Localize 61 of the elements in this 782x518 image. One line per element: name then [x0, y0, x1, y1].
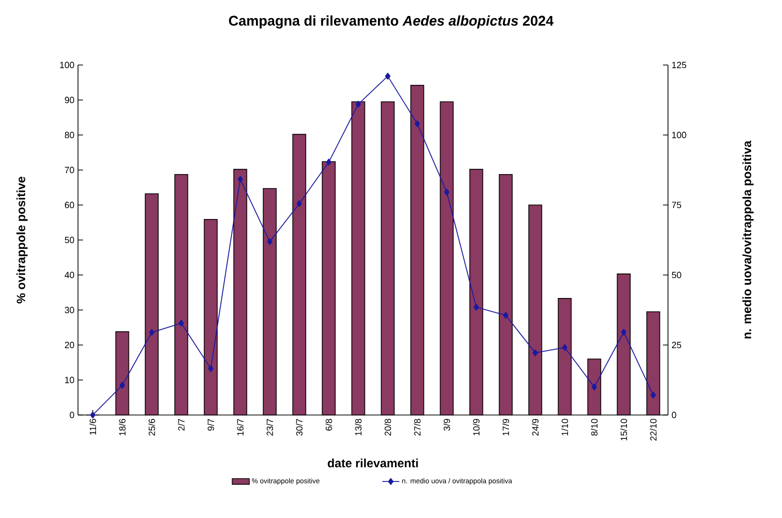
point — [356, 100, 361, 108]
point — [474, 304, 479, 311]
point — [296, 200, 302, 208]
x-tick-label: 20/8 — [384, 418, 392, 436]
x-tick-label: 17/9 — [502, 418, 510, 436]
chart-title: Campagna di rilevamento Aedes albopictus 2024 — [228, 15, 554, 29]
point — [650, 392, 656, 399]
point — [178, 320, 184, 327]
y2-tick-label: 0 — [672, 412, 676, 418]
x-tick-label: 16/7 — [236, 418, 244, 436]
x-tick-label: 24/9 — [532, 418, 539, 436]
x-tick-label: 1/10 — [561, 418, 568, 436]
y-tick-label: 70 — [64, 166, 74, 174]
x-tick-label: 27/8 — [414, 418, 421, 436]
x-tick-label: 22/10 — [650, 418, 657, 441]
point — [592, 384, 597, 390]
x-tick-label: 11/6 — [89, 418, 96, 435]
y-tick-label: 50 — [64, 236, 74, 244]
point — [149, 328, 154, 336]
x-axis-title: date rilevamenti — [328, 458, 418, 468]
x-tick-label: 13/8 — [354, 418, 362, 436]
point — [90, 412, 96, 418]
point — [267, 238, 272, 246]
point — [385, 72, 390, 80]
point — [562, 344, 568, 351]
point — [238, 176, 243, 183]
x-tick-label: 18/6 — [118, 418, 126, 436]
point — [326, 158, 332, 166]
y2-tick-label: 100 — [672, 132, 686, 138]
y-tick-label: 100 — [60, 62, 74, 68]
y2-tick-label: 75 — [672, 202, 682, 208]
x-tick-label: 30/7 — [296, 418, 303, 436]
y-tick-label: 30 — [64, 306, 74, 314]
y-tick-label: 20 — [64, 342, 74, 348]
y2-tick-label: 125 — [672, 62, 686, 68]
x-tick-label: 2/7 — [178, 418, 185, 431]
y-tick-label: 90 — [64, 96, 74, 104]
x-tick-label: 8/10 — [590, 418, 598, 436]
x-tick-label: 6/8 — [325, 418, 332, 431]
point — [414, 120, 420, 128]
y-axis-title: % ovitrappole positive — [16, 176, 28, 304]
x-tick-label: 25/6 — [148, 418, 156, 436]
point — [532, 349, 538, 356]
y-tick-label: 40 — [64, 272, 74, 278]
y2-tick-label: 50 — [672, 272, 682, 278]
point — [208, 365, 214, 372]
x-tick-label: 15/10 — [620, 418, 628, 440]
x-tick-label: 10/9 — [472, 418, 480, 436]
x-tick-label: 23/7 — [266, 418, 274, 436]
y-tick-label: 10 — [65, 376, 74, 384]
y2-axis-title: n. medio uova/ovitrappola positiva — [742, 140, 754, 338]
y-tick-label: 80 — [64, 132, 74, 138]
point — [503, 312, 508, 319]
y-tick-label: 60 — [64, 202, 74, 208]
x-tick-label: 9/7 — [207, 418, 214, 431]
point — [120, 382, 125, 389]
point — [444, 188, 450, 196]
y2-tick-label: 25 — [672, 342, 682, 348]
y-tick-label: 0 — [70, 412, 74, 418]
x-tick-label: 3/9 — [443, 418, 450, 431]
point — [621, 328, 626, 336]
